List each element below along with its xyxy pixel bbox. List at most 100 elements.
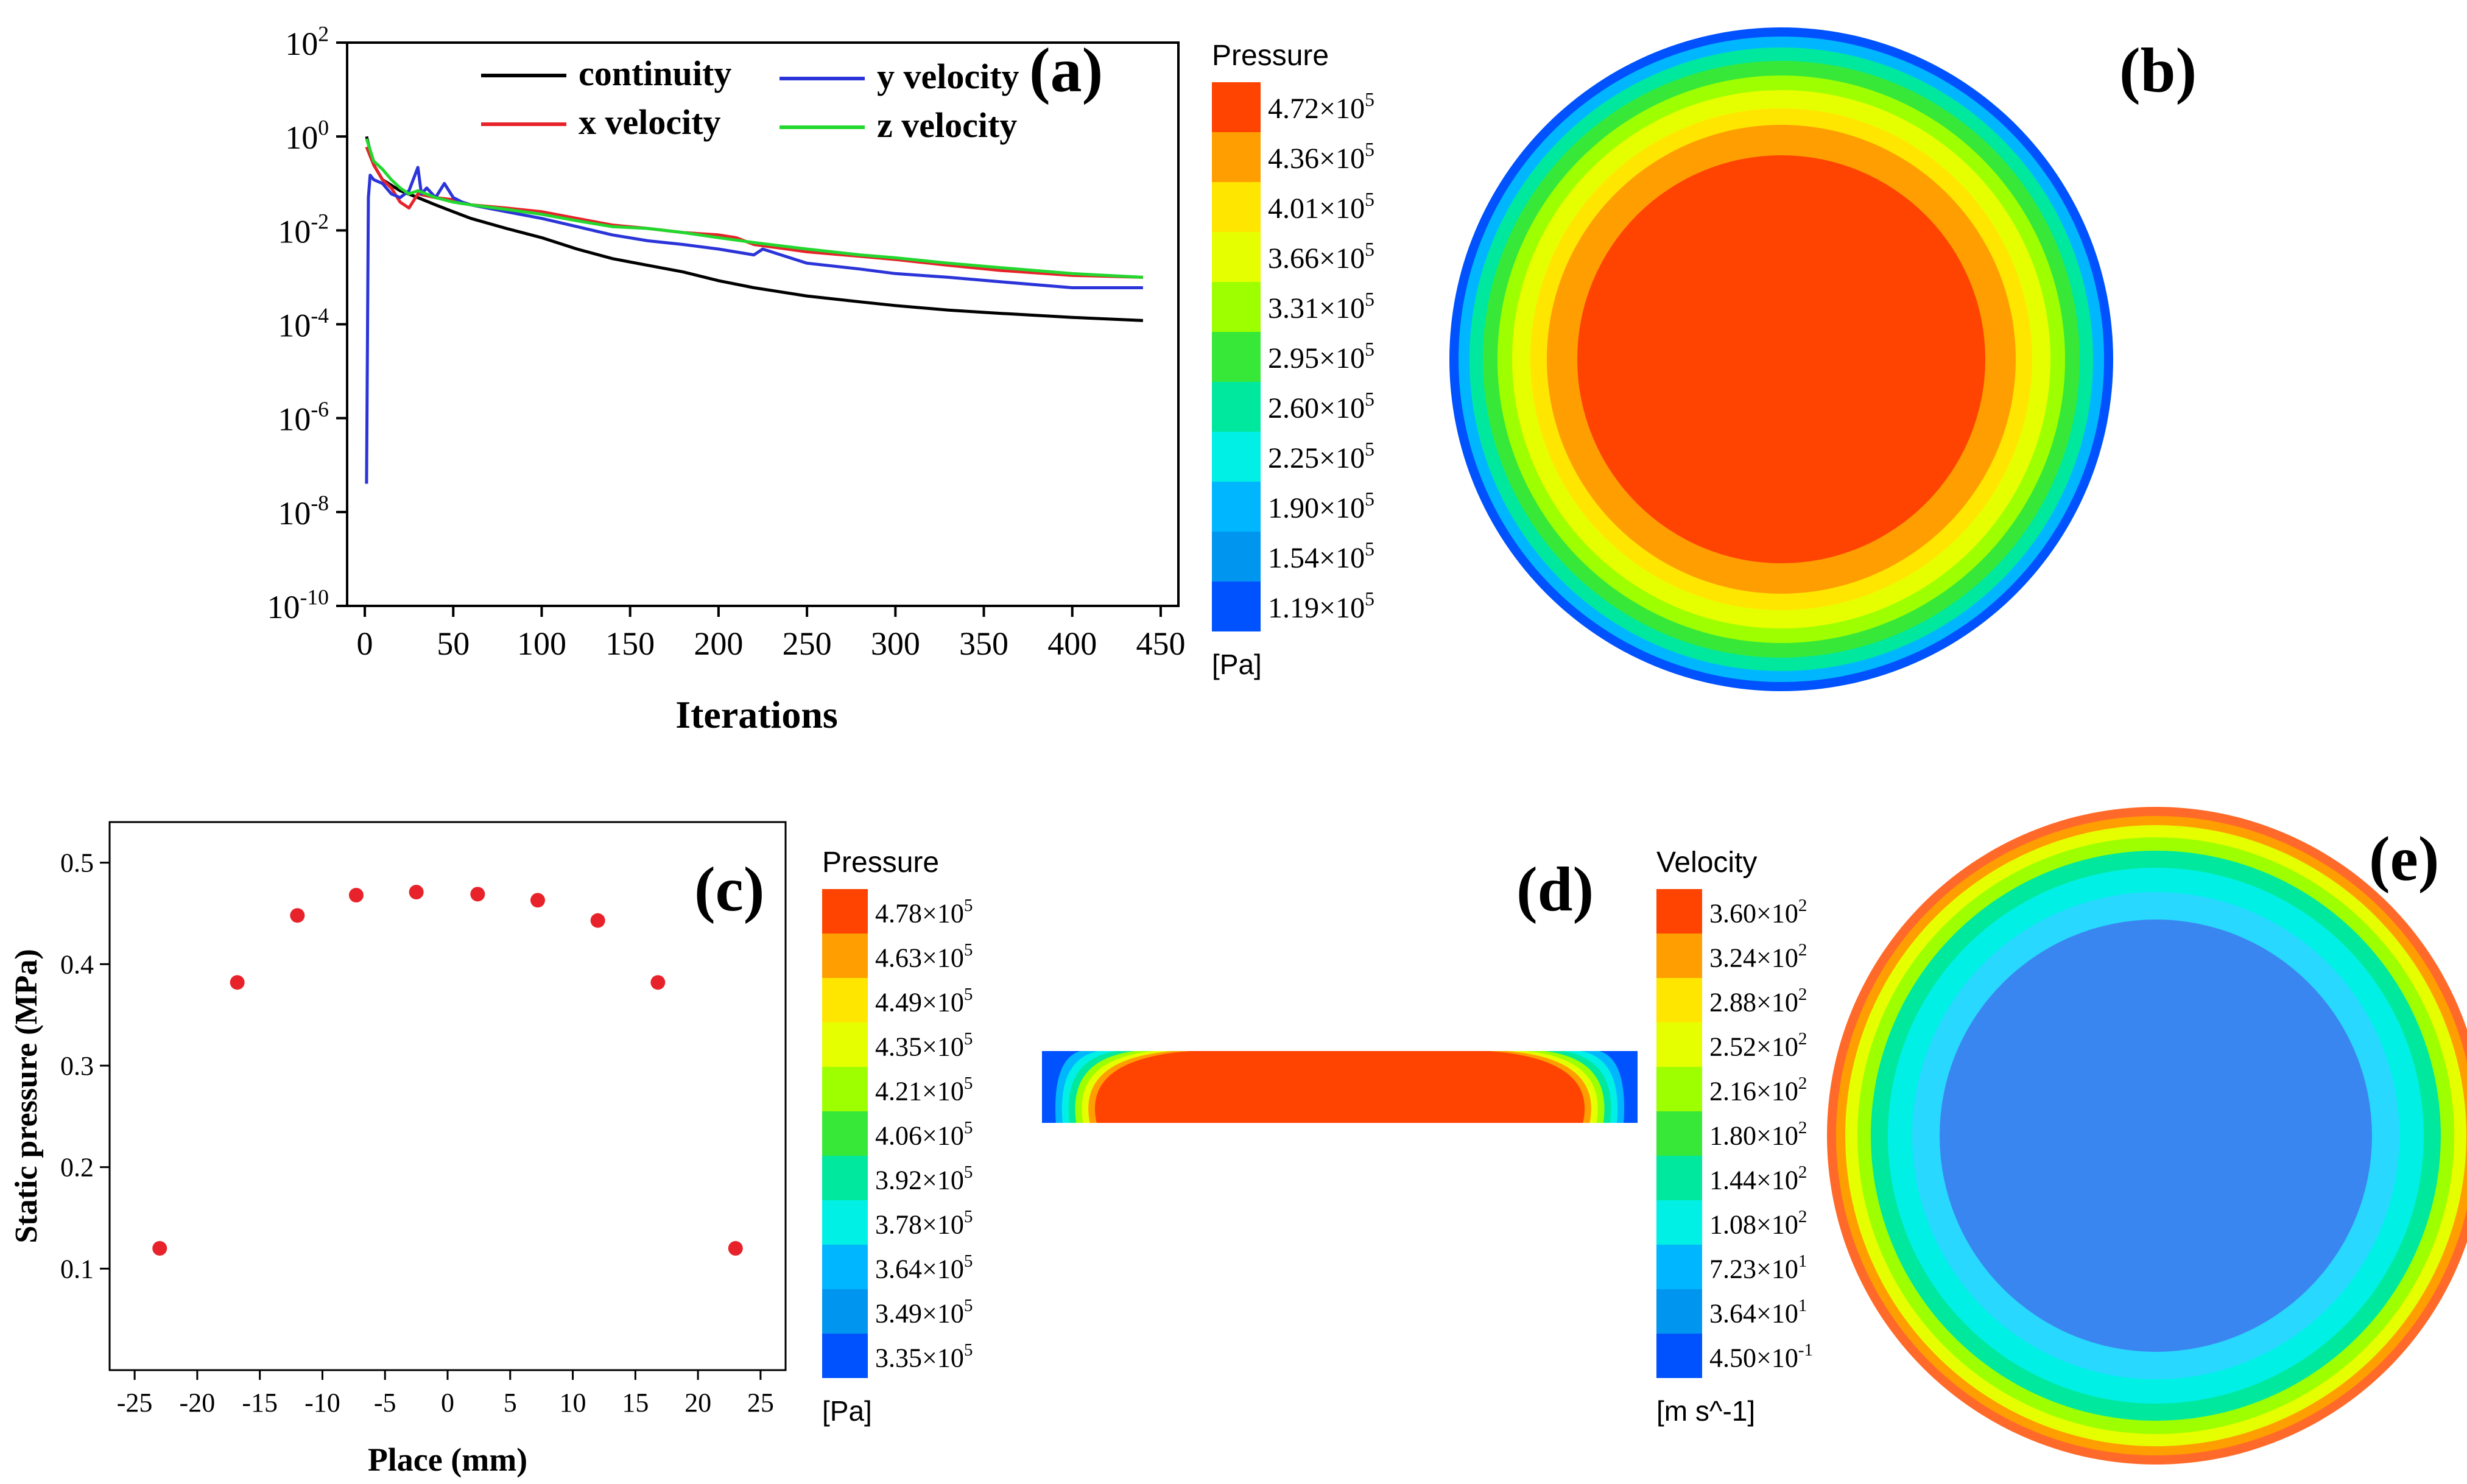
colorbar-tick-label: 2.16×102 (1709, 1074, 1807, 1106)
colorbar-tick-label: 2.60×105 (1268, 389, 1374, 424)
colorbar-tick-label: 7.23×101 (1709, 1251, 1807, 1284)
y-tick-label: 0.3 (60, 1051, 94, 1081)
x-tick-label: 400 (1047, 625, 1097, 662)
colorbar-unit: [m s^-1] (1656, 1395, 1755, 1427)
y-tick-label: 100 (285, 115, 329, 156)
data-point (230, 975, 245, 990)
x-tick-label: -20 (180, 1388, 216, 1418)
x-tick-label: 5 (504, 1388, 517, 1418)
panel-b-pressure-contour-disc (1449, 27, 2113, 691)
colorbar-band (1212, 232, 1261, 282)
colorbar-band (1212, 82, 1261, 132)
colorbar-band (1212, 382, 1261, 432)
y-tick-label: 10-4 (278, 303, 329, 344)
colorbar-tick-label: 4.50×10-1 (1709, 1340, 1813, 1373)
data-point (152, 1241, 167, 1256)
colorbar-band (822, 978, 868, 1022)
data-point (530, 893, 545, 908)
plot-frame (108, 821, 787, 1371)
colorbar-tick-label: 3.66×105 (1268, 239, 1374, 275)
colorbar-band (1212, 482, 1261, 532)
colorbar-band (1656, 1111, 1702, 1156)
contour-core (1577, 155, 1985, 563)
data-point (348, 888, 364, 902)
colorbar-band (822, 1334, 868, 1378)
panel-d-velocity-colorbar: Velocity 3.60×102 3.24×102 2.88×102 2.52×102… (1656, 846, 1813, 1427)
panel-e-velocity-contour-disc (1827, 807, 2467, 1465)
y-tick-label: 10-10 (267, 585, 329, 625)
panel-a-residuals-chart: 0 50 100 150 200 250 300 350 400 450 10-10 10-8 10-6… (267, 21, 1186, 736)
y-tick-label: 102 (285, 21, 329, 62)
x-tick-label: -10 (304, 1388, 340, 1418)
panel-label-d: (d) (1516, 854, 1594, 924)
colorbar-tick-label: 2.25×105 (1268, 438, 1374, 474)
x-tick-label: 0 (441, 1388, 454, 1418)
x-tick-label: 300 (871, 625, 920, 662)
colorbar-band (1212, 282, 1261, 332)
colorbar-band (1656, 1022, 1702, 1067)
strip-edge-band (1041, 1050, 1083, 1124)
data-point (290, 908, 305, 923)
y-tick-label: 10-6 (278, 397, 329, 438)
x-tick-label: 150 (605, 625, 655, 662)
colorbar-band (1212, 132, 1261, 182)
panel-c-static-pressure-chart: -25 -20 -15 -10 -5 0 5 10 15 20 25 0.1 0.2 0.3 0.4 0.5 P… (9, 821, 787, 1478)
x-tick-label: 10 (560, 1388, 586, 1418)
y-axis-title: Static pressure (MPa) (9, 949, 44, 1243)
data-point (728, 1241, 743, 1256)
y-tick-label: 0.5 (60, 848, 94, 878)
colorbar-band (822, 1111, 868, 1156)
colorbar-tick-label: 3.24×102 (1709, 940, 1807, 972)
x-tick-label: 350 (959, 625, 1008, 662)
legend-label: y velocity (877, 57, 1019, 96)
colorbar-band (1212, 582, 1261, 631)
colorbar-tick-label: 1.54×105 (1268, 538, 1374, 574)
x-tick-label: 50 (437, 625, 470, 662)
colorbar-tick-label: 3.35×105 (875, 1340, 973, 1373)
data-point (650, 975, 666, 990)
colorbar-tick-label: 3.49×105 (875, 1296, 973, 1328)
colorbar-tick-label: 1.80×102 (1709, 1118, 1807, 1150)
colorbar-title: Velocity (1656, 846, 1757, 879)
colorbar-tick-label: 4.63×105 (875, 940, 973, 972)
colorbar-unit: [Pa] (1212, 649, 1262, 680)
colorbar-band (1656, 1156, 1702, 1200)
colorbar-tick-label: 4.78×105 (875, 896, 973, 928)
contour-ring (1940, 920, 2372, 1352)
x-tick-label: -15 (242, 1388, 278, 1418)
x-tick-label: 15 (622, 1388, 649, 1418)
colorbar-band (1656, 889, 1702, 934)
colorbar-band (1212, 182, 1261, 232)
x-tick-label: -5 (374, 1388, 396, 1418)
panel-label-e: (e) (2369, 824, 2439, 894)
x-axis-title: Iterations (675, 693, 838, 736)
colorbar-tick-label: 1.19×105 (1268, 588, 1374, 624)
colorbar-title: Pressure (822, 846, 939, 879)
series-line-continuity (365, 136, 1144, 322)
panel-c-pressure-colorbar: Pressure 4.78×105 4.63×105 4.49×105 4.35×105… (822, 846, 973, 1427)
colorbar-band (1656, 1067, 1702, 1111)
plot-frame (346, 41, 1180, 607)
colorbar-tick-label: 4.35×105 (875, 1029, 973, 1061)
colorbar-tick-label: 2.52×102 (1709, 1029, 1807, 1061)
series-line-y-velocity (365, 166, 1143, 484)
panel-label-b: (b) (2119, 35, 2197, 105)
x-tick-label: 250 (783, 625, 832, 662)
data-point (409, 885, 424, 899)
colorbar-tick-label: 4.36×105 (1268, 139, 1374, 175)
colorbar-tick-label: 2.88×102 (1709, 985, 1807, 1017)
colorbar-band (822, 1200, 868, 1245)
y-tick-label: 0.4 (60, 949, 94, 979)
colorbar-band (1212, 332, 1261, 382)
y-tick-label: 0.1 (60, 1254, 94, 1284)
colorbar-band (822, 1289, 868, 1334)
y-tick-label: 10-8 (278, 491, 329, 532)
colorbar-tick-label: 4.06×105 (875, 1118, 973, 1150)
colorbar-band (822, 1022, 868, 1067)
x-tick-label: 450 (1136, 625, 1185, 662)
strip-edge-band (1597, 1050, 1638, 1124)
colorbar-title: Pressure (1212, 40, 1329, 72)
data-point (590, 913, 605, 928)
colorbar-tick-label: 4.21×105 (875, 1074, 973, 1106)
